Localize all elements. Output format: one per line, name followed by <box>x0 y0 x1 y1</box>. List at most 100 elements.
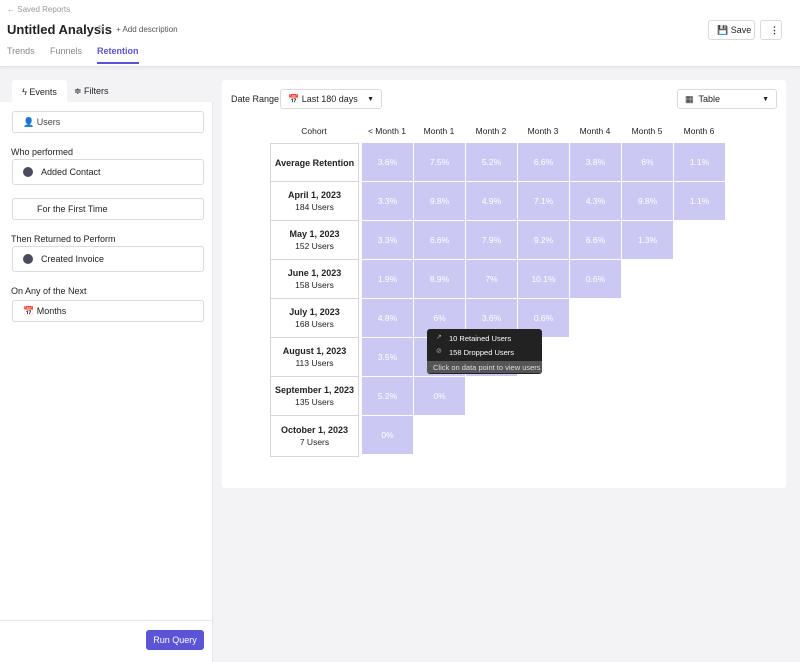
measure-text[interactable]: Users <box>36 117 61 127</box>
title: Untitled Analysis <box>7 22 112 37</box>
frequency-field[interactable]: For the First Time <box>12 198 204 220</box>
breadcrumb[interactable]: Saved Reports <box>17 5 71 14</box>
retention-cell[interactable]: 6% <box>622 143 673 181</box>
retention-cell[interactable]: 1.1% <box>674 182 725 220</box>
frequency-text[interactable]: For the First Time <box>37 204 108 214</box>
retention-cell[interactable]: 9.8% <box>622 182 673 220</box>
retention-cell[interactable]: 3.3% <box>362 221 413 259</box>
event-text[interactable]: Added Contact <box>41 167 101 177</box>
sidebar-tab[interactable]: ≑ Filters <box>74 86 109 96</box>
retention-cell[interactable]: 1.3% <box>622 221 673 259</box>
save-button[interactable]: 💾 Save <box>708 20 755 40</box>
retention-cell[interactable]: 3.8% <box>570 143 621 181</box>
divider <box>0 620 213 621</box>
tooltip-icon: ⊘ <box>436 348 442 355</box>
cohort-users: 135 Users <box>295 397 334 407</box>
event-field[interactable]: Added Contact <box>12 159 204 185</box>
cohort-label: April 1, 2023 <box>287 190 342 200</box>
retention-cell[interactable]: 0% <box>414 377 465 415</box>
retention-cell[interactable]: 5.2% <box>466 143 517 181</box>
tooltip-icon: ↗ <box>436 334 442 341</box>
sidebar-tab-label[interactable]: Filters <box>84 86 109 96</box>
retention-cell[interactable]: 6.6% <box>414 221 465 259</box>
cohort-label: May 1, 2023 <box>289 229 340 239</box>
cohort-label: July 1, 2023 <box>289 307 340 317</box>
cohort-cell: July 1, 2023 168 Users <box>270 299 359 338</box>
retention-cell[interactable]: 6.6% <box>570 221 621 259</box>
cohort-cell: Average Retention <box>270 143 359 182</box>
retention-cell[interactable]: 7.5% <box>414 143 465 181</box>
measure-field[interactable]: 👤 Users <box>12 111 204 133</box>
column-header: Month 4 <box>579 126 611 136</box>
retention-cell[interactable]: 0.6% <box>570 260 621 298</box>
tooltip-line: 10 Retained Users <box>449 333 512 343</box>
add-description-text[interactable]: Add description <box>122 25 178 34</box>
column-header: Month 1 <box>423 126 455 136</box>
cohort-users: 113 Users <box>295 358 334 368</box>
sidebar-tab-label[interactable]: Events <box>29 86 57 97</box>
back-link[interactable]: ← Saved Reports <box>7 5 71 14</box>
add-description[interactable]: + Add description <box>116 25 178 34</box>
retention-cell[interactable]: 9.8% <box>414 182 465 220</box>
retention-cell[interactable]: 7% <box>466 260 517 298</box>
retention-cell[interactable]: 10.1% <box>518 260 569 298</box>
cohort-cell: September 1, 2023 135 Users <box>270 377 359 416</box>
section-heading: Who performed <box>11 147 74 157</box>
column-header: Month 5 <box>631 126 663 136</box>
cohort-label: Average Retention <box>274 157 355 168</box>
retention-cell[interactable]: 4.9% <box>466 182 517 220</box>
cohort-label: June 1, 2023 <box>287 268 342 278</box>
retention-cell[interactable]: 5.2% <box>362 377 413 415</box>
retention-cell[interactable]: 1.9% <box>362 260 413 298</box>
retention-cell[interactable]: 0% <box>362 416 413 454</box>
cohort-users: 152 Users <box>295 241 334 251</box>
header: ← Saved Reports Untitled Analysis ✎ + Ad… <box>0 0 800 67</box>
cohort-label: August 1, 2023 <box>282 346 347 356</box>
view-value[interactable]: Table <box>698 94 721 104</box>
cohort-users: 184 Users <box>295 202 334 212</box>
column-header: Month 3 <box>527 126 559 136</box>
retention-cell[interactable]: 4.8% <box>362 299 413 337</box>
cohort-label: September 1, 2023 <box>274 385 355 395</box>
retention-cell[interactable]: 4.3% <box>570 182 621 220</box>
run-query-button[interactable]: Run Query <box>146 630 204 650</box>
retention-cell[interactable]: 3.5% <box>362 338 413 376</box>
section-heading: On Any of the Next <box>11 286 87 296</box>
column-header: Month 2 <box>475 126 507 136</box>
cohort-cell: June 1, 2023 158 Users <box>270 260 359 299</box>
cohort-users: 168 Users <box>295 319 334 329</box>
retention-cell[interactable]: 1.1% <box>674 143 725 181</box>
date-range-label: Date Range <box>231 94 280 104</box>
retention-cell[interactable]: 7.1% <box>518 182 569 220</box>
tab[interactable]: Funnels <box>50 46 83 56</box>
retention-cell[interactable]: 8.9% <box>414 260 465 298</box>
column-header: Cohort <box>301 126 327 136</box>
event-field[interactable]: Created Invoice <box>12 246 204 272</box>
tab[interactable]: Trends <box>7 46 35 56</box>
tooltip-line: Click on data point to view users <box>427 361 542 373</box>
retention-cell[interactable]: 9.2% <box>518 221 569 259</box>
retention-cell[interactable]: 3.3% <box>362 182 413 220</box>
retention-cell[interactable]: 6.6% <box>518 143 569 181</box>
event-text[interactable]: Created Invoice <box>41 254 105 264</box>
column-header: Month 6 <box>683 126 715 136</box>
period-text[interactable]: Months <box>36 306 67 316</box>
save-label[interactable]: Save <box>730 25 752 35</box>
cohort-label: October 1, 2023 <box>280 425 349 435</box>
retention-cell[interactable]: 3.6% <box>362 143 413 181</box>
tooltip-line: 158 Dropped Users <box>449 347 515 357</box>
retention-cell[interactable]: 7.9% <box>466 221 517 259</box>
cohort-cell: August 1, 2023 113 Users <box>270 338 359 377</box>
sidebar-tab-active[interactable]: ϟ Events <box>12 80 67 103</box>
more-button[interactable]: ⋮ <box>760 20 782 40</box>
date-range-value[interactable]: Last 180 days <box>301 94 358 104</box>
edit-icon[interactable]: ✎ <box>97 24 106 35</box>
date-range-select[interactable]: 📅 Last 180 days ▼ <box>280 89 382 109</box>
period-field[interactable]: 📅 Months <box>12 300 204 322</box>
view-select[interactable]: ▦ Table ▼ <box>677 89 777 109</box>
section-heading: Then Returned to Perform <box>11 234 116 244</box>
tab-active[interactable]: Retention <box>97 46 139 64</box>
sidebar: 👤 Users Who performed Added Contact For … <box>0 102 213 662</box>
cohort-users: 7 Users <box>299 437 330 447</box>
